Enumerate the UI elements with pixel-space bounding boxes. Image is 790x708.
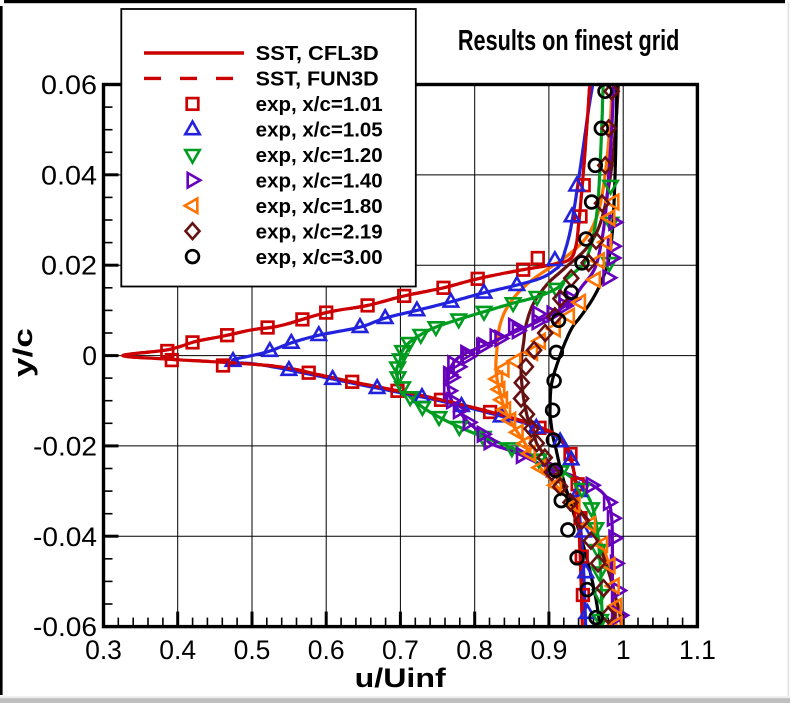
svg-text:exp, x/c=1.80: exp, x/c=1.80 [256, 196, 383, 218]
svg-text:0: 0 [82, 341, 97, 371]
svg-text:u/Uinf: u/Uinf [355, 663, 447, 693]
svg-text:Results on finest grid: Results on finest grid [458, 25, 680, 57]
svg-text:exp, x/c=1.05: exp, x/c=1.05 [256, 120, 383, 142]
svg-text:0.4: 0.4 [159, 635, 196, 665]
svg-text:0.06: 0.06 [41, 70, 97, 100]
svg-text:exp, x/c=3.00: exp, x/c=3.00 [256, 247, 383, 269]
svg-text:y/c: y/c [8, 328, 38, 377]
svg-text:1.1: 1.1 [679, 635, 716, 665]
svg-text:-0.04: -0.04 [33, 522, 97, 552]
svg-text:exp, x/c=1.40: exp, x/c=1.40 [256, 170, 383, 192]
svg-text:0.7: 0.7 [382, 635, 419, 665]
svg-text:-0.06: -0.06 [33, 612, 97, 642]
svg-text:0.5: 0.5 [234, 635, 271, 665]
svg-text:0.8: 0.8 [456, 635, 493, 665]
svg-text:exp, x/c=1.20: exp, x/c=1.20 [256, 145, 383, 167]
svg-text:exp, x/c=1.01: exp, x/c=1.01 [256, 94, 383, 116]
svg-text:0.02: 0.02 [41, 251, 97, 281]
svg-text:-0.02: -0.02 [33, 431, 97, 461]
svg-text:0.3: 0.3 [85, 635, 122, 665]
svg-text:exp, x/c=2.19: exp, x/c=2.19 [256, 221, 383, 243]
svg-text:SST, CFL3D: SST, CFL3D [256, 43, 379, 65]
svg-text:1: 1 [616, 635, 631, 665]
svg-text:SST, FUN3D: SST, FUN3D [256, 69, 379, 91]
svg-text:0.04: 0.04 [41, 160, 97, 190]
svg-text:0.6: 0.6 [308, 635, 345, 665]
svg-text:0.9: 0.9 [530, 635, 567, 665]
